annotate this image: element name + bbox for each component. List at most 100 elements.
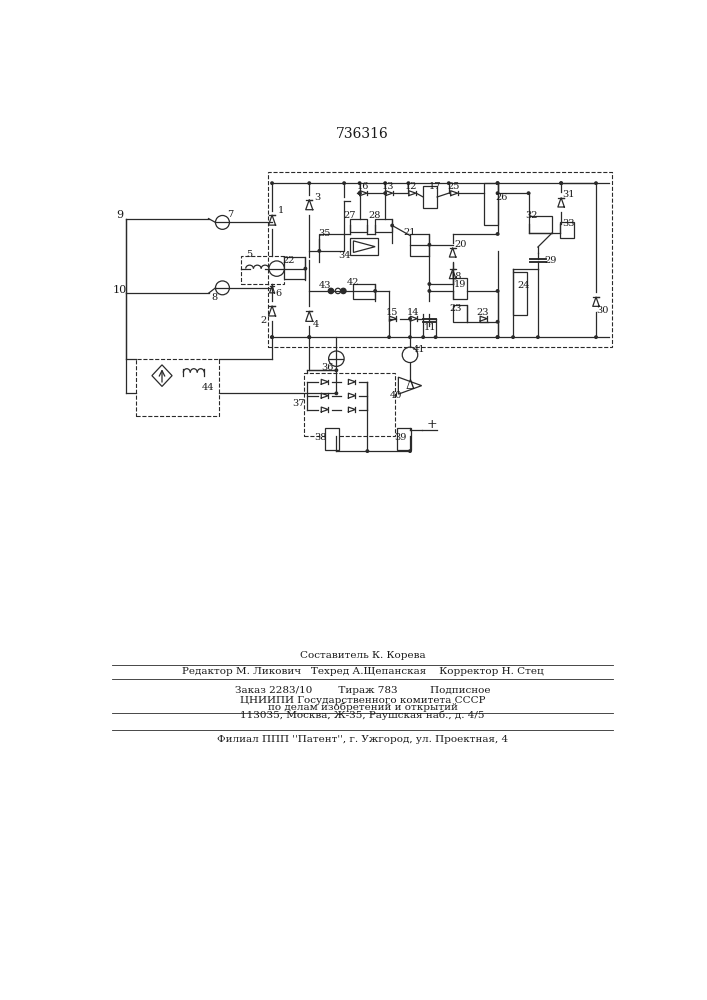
- Circle shape: [334, 368, 339, 372]
- Circle shape: [536, 335, 540, 339]
- Circle shape: [421, 335, 425, 339]
- Circle shape: [383, 191, 387, 195]
- Circle shape: [342, 181, 346, 185]
- Bar: [513, 272, 527, 315]
- Circle shape: [496, 320, 500, 324]
- Circle shape: [270, 335, 274, 339]
- Bar: [423, 186, 437, 208]
- Text: 31: 31: [563, 190, 575, 199]
- Text: 33: 33: [563, 219, 575, 228]
- Text: 6: 6: [275, 289, 281, 298]
- Text: 44: 44: [201, 383, 214, 392]
- Circle shape: [433, 335, 438, 339]
- Circle shape: [496, 232, 500, 236]
- Text: 16: 16: [356, 182, 369, 191]
- Text: 41: 41: [413, 345, 426, 354]
- Text: 39: 39: [395, 433, 407, 442]
- Circle shape: [341, 288, 346, 294]
- Circle shape: [559, 181, 563, 185]
- Bar: [452, 305, 467, 322]
- Text: 37: 37: [292, 399, 305, 408]
- Bar: [351, 219, 368, 232]
- Bar: [559, 222, 573, 238]
- Text: 27: 27: [344, 211, 356, 220]
- Text: 30: 30: [596, 306, 609, 315]
- Text: 43: 43: [318, 281, 331, 290]
- Text: 23: 23: [477, 308, 489, 317]
- Circle shape: [270, 335, 274, 339]
- Circle shape: [496, 335, 500, 339]
- Circle shape: [559, 181, 563, 185]
- Circle shape: [216, 215, 230, 229]
- Bar: [351, 238, 378, 255]
- Circle shape: [496, 191, 500, 195]
- Text: 26: 26: [496, 192, 508, 202]
- Text: 38: 38: [315, 433, 327, 442]
- Circle shape: [303, 267, 308, 271]
- Circle shape: [358, 191, 361, 195]
- Text: 10: 10: [112, 285, 127, 295]
- Text: 18: 18: [450, 272, 462, 281]
- Circle shape: [496, 289, 500, 293]
- Text: +: +: [426, 418, 437, 431]
- Circle shape: [366, 449, 369, 453]
- Circle shape: [527, 191, 530, 195]
- Circle shape: [594, 181, 598, 185]
- Text: 40: 40: [390, 391, 402, 400]
- Circle shape: [387, 335, 391, 339]
- Circle shape: [308, 335, 311, 339]
- Circle shape: [358, 191, 361, 195]
- Text: Редактор М. Ликович   Техред А.Щепанская    Корректор Н. Стец: Редактор М. Ликович Техред А.Щепанская К…: [182, 667, 544, 676]
- Circle shape: [428, 243, 431, 247]
- Bar: [397, 428, 411, 450]
- Text: 36: 36: [322, 363, 334, 372]
- Bar: [304, 373, 395, 436]
- Text: 17: 17: [428, 182, 441, 191]
- Circle shape: [496, 181, 500, 185]
- Text: 20: 20: [454, 240, 467, 249]
- Text: 11: 11: [424, 323, 436, 332]
- Circle shape: [402, 347, 418, 363]
- Circle shape: [383, 181, 387, 185]
- Text: Δ: Δ: [406, 379, 414, 392]
- Polygon shape: [398, 377, 421, 394]
- Bar: [375, 219, 392, 232]
- Circle shape: [511, 335, 515, 339]
- Circle shape: [216, 281, 230, 295]
- Bar: [284, 257, 305, 279]
- Circle shape: [408, 449, 412, 453]
- Text: 23: 23: [450, 304, 462, 313]
- Bar: [529, 216, 552, 233]
- Text: по делам изобретений и открытий: по делам изобретений и открытий: [268, 703, 457, 712]
- Bar: [320, 234, 344, 251]
- Text: 35: 35: [317, 229, 330, 238]
- Text: 34: 34: [338, 251, 351, 260]
- Circle shape: [308, 181, 311, 185]
- Bar: [484, 183, 498, 225]
- Circle shape: [329, 351, 344, 366]
- Text: 24: 24: [518, 281, 530, 290]
- Circle shape: [496, 335, 500, 339]
- Bar: [410, 234, 429, 256]
- Text: 21: 21: [403, 228, 416, 237]
- Bar: [136, 359, 219, 416]
- Circle shape: [335, 288, 341, 294]
- Circle shape: [408, 335, 412, 339]
- Bar: [268, 172, 612, 347]
- Text: 14: 14: [407, 308, 419, 317]
- Text: 113035, Москва, Ж-35, Раушская наб., д. 4/5: 113035, Москва, Ж-35, Раушская наб., д. …: [240, 710, 485, 720]
- Circle shape: [428, 289, 431, 293]
- Text: 3: 3: [314, 192, 320, 202]
- Text: 7: 7: [227, 210, 233, 219]
- Text: ЦНИИПИ Государственного комитета СССР: ЦНИИПИ Государственного комитета СССР: [240, 696, 486, 705]
- Circle shape: [317, 249, 321, 253]
- Text: 22: 22: [282, 256, 295, 265]
- Text: 28: 28: [368, 211, 380, 220]
- Text: 1: 1: [277, 206, 284, 215]
- Circle shape: [496, 181, 500, 185]
- Text: 32: 32: [525, 211, 538, 220]
- Text: Составитель К. Корева: Составитель К. Корева: [300, 651, 426, 660]
- Circle shape: [447, 181, 450, 185]
- Circle shape: [328, 288, 334, 294]
- Text: 15: 15: [386, 308, 398, 317]
